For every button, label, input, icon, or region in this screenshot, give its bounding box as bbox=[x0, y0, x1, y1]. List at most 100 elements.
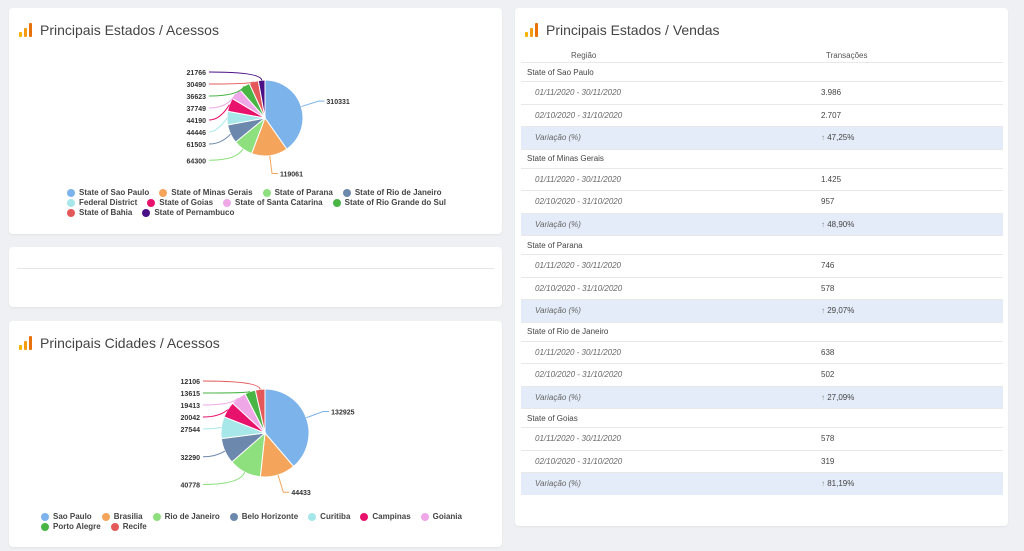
table-group-header: State of Goias bbox=[521, 408, 1003, 427]
period-cell: 02/10/2020 - 31/10/2020 bbox=[535, 197, 623, 207]
legend-dot bbox=[67, 208, 75, 217]
empty-card bbox=[9, 247, 502, 307]
period-cell: 02/10/2020 - 31/10/2020 bbox=[535, 370, 623, 380]
variation-row: Variação (%) ↑ 48,90% bbox=[521, 212, 1003, 235]
transactions-cell: 578 bbox=[821, 283, 835, 293]
transactions-cell: 578 bbox=[821, 434, 835, 444]
column-header-transactions[interactable]: Transações bbox=[826, 50, 868, 60]
legend-item[interactable]: State of Pernambuco bbox=[142, 208, 234, 217]
variation-text: 47,25% bbox=[827, 133, 855, 143]
legend-item[interactable]: State of Minas Gerais bbox=[159, 188, 253, 197]
transactions-cell: 957 bbox=[821, 197, 835, 207]
data-label: 44446 bbox=[187, 130, 207, 137]
legend-item[interactable]: State of Rio de Janeiro bbox=[342, 188, 442, 197]
legend-dot bbox=[147, 198, 156, 207]
transactions-cell: 3.986 bbox=[821, 88, 842, 98]
legend-item[interactable]: Belo Horizonte bbox=[229, 512, 298, 521]
data-label: 32290 bbox=[181, 455, 201, 462]
legend-item[interactable]: State of Rio Grande do Sul bbox=[332, 198, 446, 207]
legend-item[interactable]: State of Santa Catarina bbox=[223, 198, 323, 207]
legend-item[interactable]: Rio de Janeiro bbox=[152, 512, 220, 521]
legend-dot bbox=[308, 512, 317, 521]
legend-dot bbox=[41, 522, 49, 531]
period-cell: 02/10/2020 - 31/10/2020 bbox=[535, 110, 623, 120]
transactions-cell: 319 bbox=[821, 456, 835, 466]
legend-item[interactable]: Recife bbox=[110, 522, 147, 531]
period-cell: 01/11/2020 - 30/11/2020 bbox=[535, 261, 621, 271]
cities-pie-legend: Sao Paulo Brasilia Rio de Janeiro Belo Hori… bbox=[41, 512, 481, 531]
variation-value: ↑ 27,09% bbox=[751, 393, 1003, 402]
table-row: 02/10/2020 - 31/10/2020 578 bbox=[521, 276, 1003, 300]
period-cell: 02/10/2020 - 31/10/2020 bbox=[535, 456, 623, 466]
card-title-text: Principais Estados / Acessos bbox=[40, 22, 219, 38]
legend-dot bbox=[67, 198, 75, 207]
data-label: 132925 bbox=[331, 410, 354, 417]
trend-up-icon: ↑ bbox=[821, 219, 828, 229]
pie-slice[interactable] bbox=[264, 79, 304, 150]
legend-item[interactable]: Campinas bbox=[360, 512, 411, 521]
legend-label: Brasilia bbox=[113, 512, 143, 521]
legend-item[interactable]: Brasilia bbox=[101, 512, 143, 521]
legend-dot bbox=[159, 188, 168, 197]
legend-label: State of Rio de Janeiro bbox=[354, 188, 442, 197]
period-cell: 02/10/2020 - 31/10/2020 bbox=[535, 283, 623, 293]
table-row: 02/10/2020 - 31/10/2020 957 bbox=[521, 190, 1003, 213]
legend-label: Porto Alegre bbox=[53, 522, 101, 531]
legend-item[interactable]: Curitiba bbox=[308, 512, 350, 521]
legend-item[interactable]: State of Sao Paulo bbox=[67, 188, 149, 197]
states-access-card: Principais Estados / Acessos 310331 11906… bbox=[9, 8, 502, 234]
period-cell: 01/11/2020 - 30/11/2020 bbox=[535, 174, 621, 184]
legend-dot bbox=[360, 512, 369, 521]
legend-label: State of Bahia bbox=[79, 208, 133, 217]
variation-row: Variação (%) ↑ 29,07% bbox=[521, 299, 1003, 322]
variation-row: Variação (%) ↑ 47,25% bbox=[521, 126, 1003, 149]
legend-item[interactable]: State of Parana bbox=[262, 188, 333, 197]
variation-value: ↑ 29,07% bbox=[751, 306, 1003, 315]
trend-up-icon: ↑ bbox=[821, 392, 828, 402]
data-label: 13615 bbox=[181, 391, 201, 398]
cities-pie-chart[interactable]: 132925 44433 12106 13615 19413 20042 27544 3229… bbox=[9, 351, 502, 531]
sales-table: Região Transações State of Sao Paulo 01/1… bbox=[521, 48, 1003, 495]
variation-value: ↑ 47,25% bbox=[751, 133, 1003, 142]
data-label: 61503 bbox=[187, 142, 207, 149]
legend-dot bbox=[67, 188, 75, 197]
states-sales-title: Principais Estados / Vendas bbox=[525, 22, 720, 38]
table-group-header: State of Sao Paulo bbox=[521, 62, 1003, 81]
legend-dot bbox=[223, 198, 232, 207]
bar-chart-icon bbox=[19, 23, 32, 37]
variation-value: ↑ 81,19% bbox=[751, 479, 1003, 488]
legend-item[interactable]: State of Goias bbox=[147, 198, 213, 207]
legend-item[interactable]: State of Bahia bbox=[67, 208, 132, 217]
legend-dot bbox=[420, 512, 429, 521]
states-pie-legend: State of Sao Paulo State of Minas Gerais S… bbox=[67, 188, 467, 217]
table-group-header: State of Minas Gerais bbox=[521, 148, 1003, 168]
legend-dot bbox=[142, 208, 151, 217]
data-label: 44190 bbox=[187, 118, 207, 125]
variation-label: Variação (%) bbox=[535, 306, 581, 316]
column-header-region[interactable]: Região bbox=[571, 50, 597, 60]
legend-label: State of Sao Paulo bbox=[79, 188, 150, 197]
legend-label: State of Minas Gerais bbox=[171, 188, 253, 197]
legend-label: State of Santa Catarina bbox=[235, 198, 323, 207]
legend-label: State of Rio Grande do Sul bbox=[344, 198, 446, 207]
transactions-cell: 2.707 bbox=[821, 110, 842, 120]
variation-label: Variação (%) bbox=[535, 479, 581, 489]
variation-text: 27,09% bbox=[827, 392, 855, 402]
legend-item[interactable]: Goiania bbox=[420, 512, 462, 521]
legend-dot bbox=[41, 512, 49, 521]
data-label: 40778 bbox=[181, 482, 201, 489]
table-body: State of Sao Paulo 01/11/2020 - 30/11/202… bbox=[521, 62, 1003, 495]
variation-value: ↑ 48,90% bbox=[751, 220, 1003, 229]
legend-item[interactable]: Porto Alegre bbox=[41, 522, 101, 531]
legend-dot bbox=[342, 188, 351, 197]
states-pie-chart[interactable]: 310331 119061 21766 30490 36623 37749 44190 444… bbox=[9, 38, 502, 218]
data-label: 119061 bbox=[280, 172, 303, 179]
transactions-cell: 1.425 bbox=[821, 174, 842, 184]
transactions-cell: 638 bbox=[821, 347, 835, 357]
legend-label: State of Goias bbox=[159, 198, 214, 207]
legend-label: Rio de Janeiro bbox=[164, 512, 220, 521]
legend-label: State of Pernambuco bbox=[154, 208, 235, 217]
legend-item[interactable]: Federal District bbox=[67, 198, 137, 207]
table-row: 01/11/2020 - 30/11/2020 3.986 bbox=[521, 81, 1003, 104]
legend-item[interactable]: Sao Paulo bbox=[41, 512, 92, 521]
